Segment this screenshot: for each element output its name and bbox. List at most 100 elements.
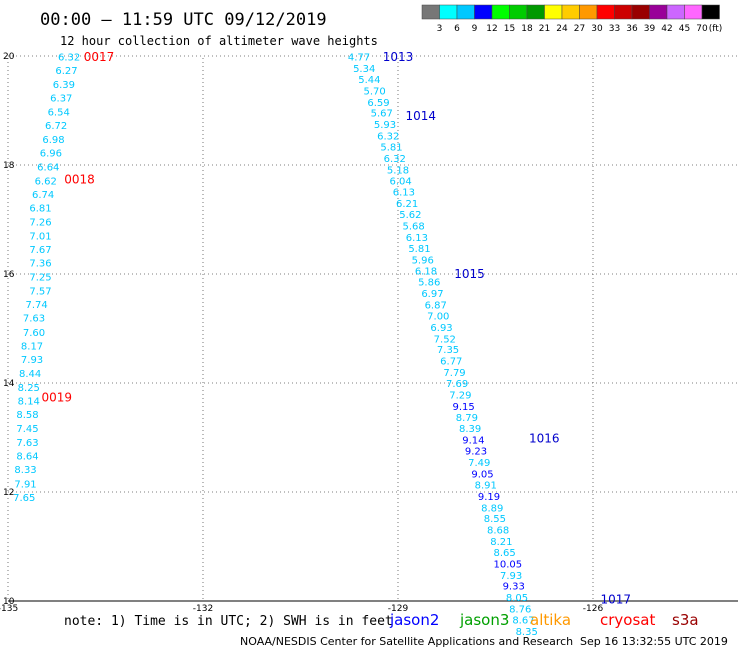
color-scale-swatch [701,4,720,20]
wave-height-value: 8.14 [18,396,40,407]
wave-height-value: 8.44 [19,369,41,380]
wave-height-value: 8.05 [506,593,528,604]
color-scale-label: 33 [609,24,620,34]
wave-height-value: 7.00 [427,311,449,322]
pass-time-label: 1016 [529,432,560,446]
wave-height-value: 7.25 [29,273,51,284]
wave-height-value: 6.74 [32,190,54,201]
pass-time-label: 1017 [600,592,631,606]
map-grid [7,55,738,602]
wave-height-value: 6.81 [29,204,51,215]
wave-height-value: 7.52 [434,334,456,345]
wave-height-value: 9.14 [462,436,484,447]
wave-height-value: 7.93 [500,571,522,582]
pass-time-label: 1014 [405,109,436,123]
color-scale-swatch [561,4,580,20]
color-scale-label: 30 [591,24,603,34]
wave-height-value: 6.97 [421,289,443,300]
x-tick-label: -135 [0,604,18,614]
pass-time-label: 1013 [383,50,414,64]
timestamp-text: Sep 16 13:32:55 UTC 2019 [580,635,728,648]
footnote: note: 1) Time is in UTC; 2) SWH is in fe… [64,614,393,629]
wave-height-value: 6.32 [384,154,406,165]
color-scale-label: 18 [521,24,533,34]
wave-height-value: 5.62 [399,210,421,221]
wave-height-value: 7.67 [29,245,51,256]
y-tick-label: 16 [3,270,15,280]
wave-height-value: 6.32 [58,53,80,64]
color-scale-swatch [491,4,510,20]
wave-height-value: 7.74 [25,300,47,311]
wave-height-value: 8.58 [16,410,38,421]
wave-height-value: 5.81 [408,244,430,255]
wave-height-value: 7.49 [468,458,490,469]
wave-height-value: 6.32 [377,132,399,143]
color-scale-swatch [649,4,668,20]
x-tick-label: -132 [193,604,213,614]
wave-height-value: 5.67 [371,109,393,120]
wave-height-value: 8.91 [475,480,497,491]
pass-time-label: 0017 [84,50,115,64]
color-scale: 3 6 9 12 15 18 21 24 27 30 33 36 39 42 45 70 (ft) [421,4,723,34]
color-scale-swatch [544,4,563,20]
color-scale-label: 3 [437,24,443,34]
wave-height-value: 8.76 [509,605,531,616]
wave-height-value: 6.21 [396,199,418,210]
color-scale-swatch [474,4,493,20]
chart-subtitle: 12 hour collection of altimeter wave hei… [60,34,378,48]
color-scale-label: 70 [696,24,708,34]
wave-height-value: 6.64 [37,163,59,174]
wave-height-value: 6.54 [48,108,70,119]
wave-height-value: 6.59 [367,98,389,109]
wave-height-value: 6.37 [50,93,72,104]
wave-height-value: 7.36 [29,259,51,270]
wave-height-value: 7.91 [14,479,36,490]
color-scale-swatch [684,4,703,20]
wave-height-value: 8.35 [516,627,538,638]
wave-height-value: 5.70 [363,86,385,97]
wave-height-value: 6.72 [45,121,67,132]
color-scale-swatch [614,4,633,20]
color-scale-unit: (ft) [709,24,723,34]
wave-height-value: 8.68 [487,526,509,537]
wave-height-value: 8.64 [16,451,38,462]
wave-height-value: 7.57 [29,286,51,297]
satellite-jason3: jason3 [459,611,509,629]
wave-height-value: 6.87 [425,301,447,312]
wave-height-value: 6.93 [430,323,452,334]
wave-height-value: 7.63 [16,438,38,449]
color-scale-label: 27 [574,24,585,34]
wave-height-value: 7.35 [437,345,459,356]
wave-height-values: 6.32 6.27 6.39 6.37 6.54 6.72 6.98 6.96 6.64 6.62… [13,53,538,638]
wave-height-value: 5.44 [358,75,380,86]
wave-height-value: 8.25 [18,383,40,394]
y-tick-label: 14 [3,379,15,389]
satellite-jason2: jason2 [389,611,439,629]
wave-height-value: 6.96 [40,148,62,159]
pass-time-label: 0019 [41,391,72,405]
wave-height-value: 9.19 [478,492,500,503]
color-scale-swatch [526,4,545,20]
color-scale-label: 42 [661,24,672,34]
wave-height-value: 8.39 [459,424,481,435]
wave-height-value: 5.93 [374,120,396,131]
color-scale-swatch [509,4,528,20]
wave-height-value: 7.01 [29,231,51,242]
pass-time-labels: 001700180019101310141015101610170554 [41,50,631,606]
wave-height-value: 7.60 [23,328,45,339]
wave-height-value: 6.77 [440,357,462,368]
wave-height-value: 8.21 [490,537,512,548]
credit-text: NOAA/NESDIS Center for Satellite Applica… [240,635,573,648]
color-scale-label: 12 [486,24,497,34]
y-tick-label: 18 [3,161,15,171]
wave-height-value: 7.79 [443,368,465,379]
y-tick-label: 20 [3,52,15,62]
wave-height-value: 7.29 [449,390,471,401]
satellite-legend: jason2 jason3 altika cryosat s3a [389,611,699,629]
wave-height-value: 6.04 [389,176,411,187]
wave-height-value: 6.18 [415,267,437,278]
y-tick-label: 10 [3,597,15,607]
wave-height-value: 9.05 [471,469,493,480]
chart-footer: note: 1) Time is in UTC; 2) SWH is in fe… [64,611,728,648]
